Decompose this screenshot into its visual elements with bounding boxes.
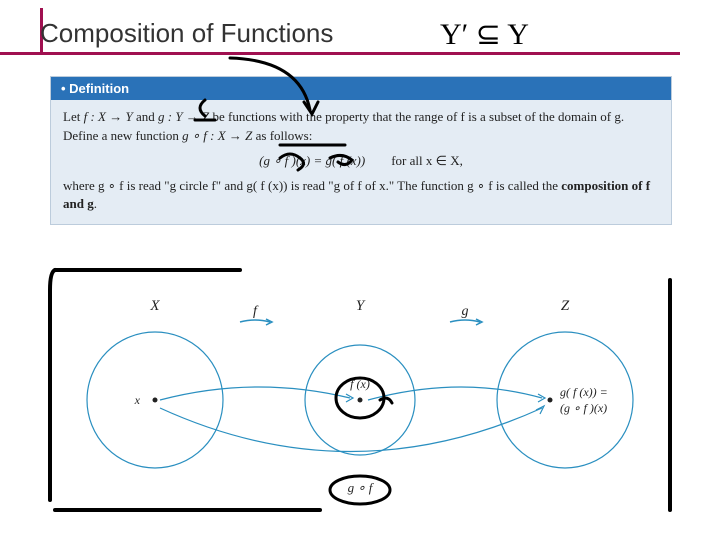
label-Z: Z	[561, 298, 570, 314]
title-underline	[0, 52, 680, 55]
map-arrow-f	[160, 387, 350, 400]
set-z-circle	[497, 332, 633, 468]
formula-for: for all x ∈ X,	[391, 153, 463, 168]
formula-lhs: (g ∘ f )(x) = g( f (x))	[259, 153, 365, 168]
definition-box: • Definition Let f : X → Y and g : Y → Z…	[50, 76, 672, 225]
composition-diagram: X Y Z f g x f (x) g( f (x)) = (g ∘ f )(x…	[50, 280, 670, 500]
label-gofx-point: (g ∘ f )(x)	[560, 401, 607, 415]
label-g: g	[462, 304, 469, 319]
point-gfx	[548, 398, 553, 403]
definition-body: Let f : X → Y and g : Y → Z be functions…	[51, 100, 671, 224]
def-line3: where g ∘ f is read "g circle f" and g( …	[63, 178, 561, 193]
def-gyz: g : Y → Z	[158, 109, 209, 124]
label-gfx-point: g( f (x)) =	[560, 385, 608, 399]
def-end: as follows:	[252, 128, 312, 143]
def-and: and	[133, 109, 158, 124]
label-Y: Y	[356, 298, 366, 314]
def-text: Let	[63, 109, 84, 124]
page-title: Composition of Functions	[40, 18, 333, 48]
map-arrow-g	[368, 387, 542, 400]
definition-header: • Definition	[51, 77, 671, 100]
title-bar: Composition of Functions	[40, 18, 680, 49]
label-x-point: x	[134, 393, 141, 407]
label-X: X	[149, 298, 160, 314]
arrow-g-icon	[450, 320, 480, 322]
point-fx	[358, 398, 363, 403]
def-gof: g ∘ f : X → Z	[182, 128, 252, 143]
label-f: f	[253, 304, 259, 319]
arrow-f-icon	[240, 320, 270, 322]
label-fx-point: f (x)	[350, 377, 370, 391]
def-line3-end: .	[94, 196, 97, 211]
definition-formula: (g ∘ f )(x) = g( f (x)) for all x ∈ X,	[63, 152, 659, 171]
def-fxy: f : X → Y	[84, 109, 133, 124]
map-arrowhead-gof	[536, 406, 544, 414]
label-gof: g ∘ f	[348, 480, 375, 495]
map-arrow-gof	[160, 408, 542, 452]
point-x	[153, 398, 158, 403]
